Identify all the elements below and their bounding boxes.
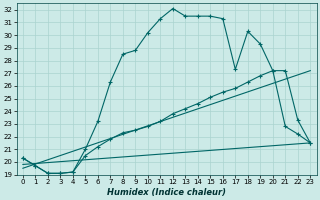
X-axis label: Humidex (Indice chaleur): Humidex (Indice chaleur) bbox=[107, 188, 226, 197]
